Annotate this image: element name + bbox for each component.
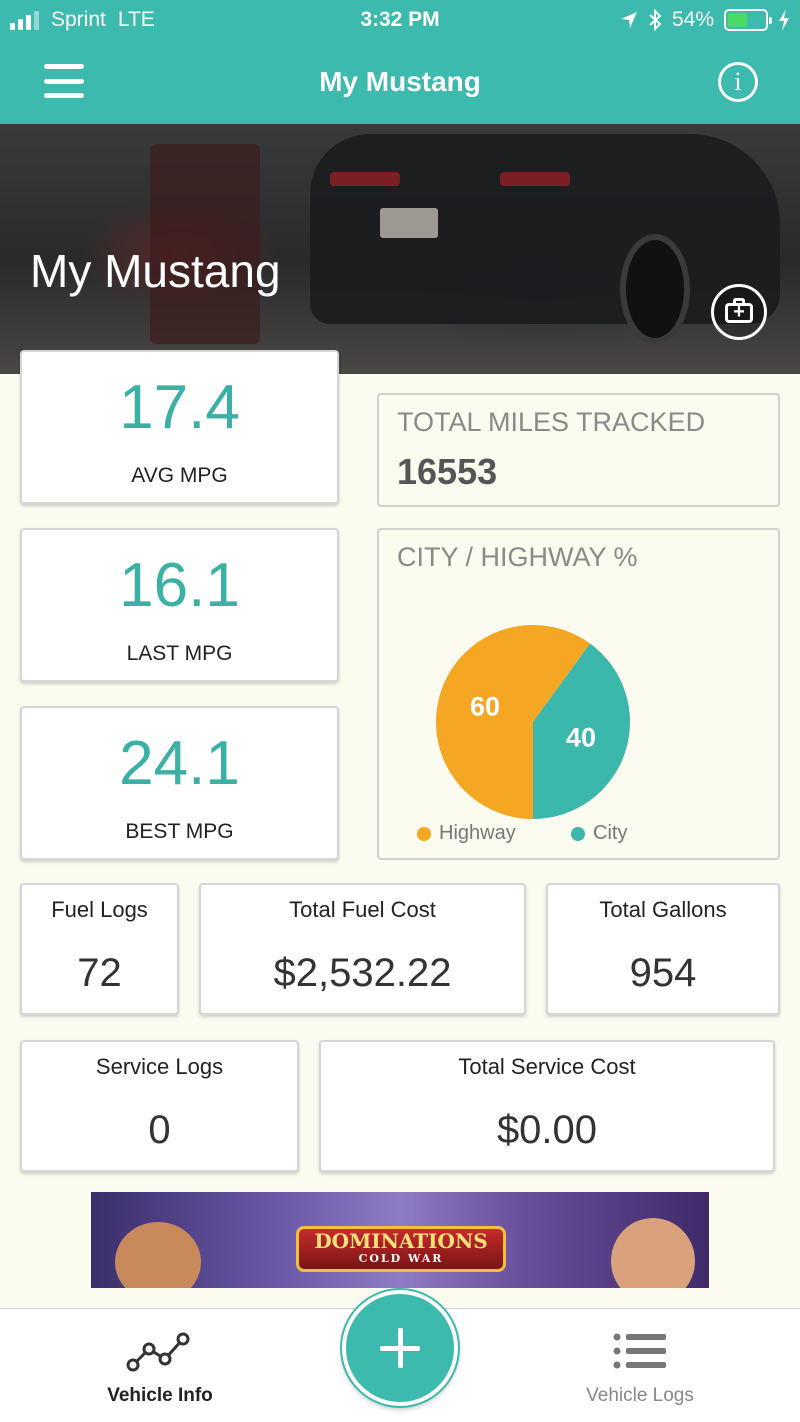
pie-slice-city	[533, 643, 630, 819]
signal-strength-icon	[10, 10, 39, 30]
tab-vehicle-logs-label: Vehicle Logs	[586, 1385, 694, 1406]
license-plate-graphic	[380, 208, 438, 238]
tail-light-graphic	[330, 172, 400, 186]
legend-highway: Highway	[417, 822, 516, 845]
location-icon	[620, 12, 637, 28]
list-icon	[613, 1333, 666, 1369]
ad-banner[interactable]: DOMINATIONS COLD WAR	[91, 1192, 709, 1288]
page-title: My Mustang	[319, 66, 481, 97]
last-mpg-label: LAST MPG	[126, 642, 233, 665]
battery-percent: 54%	[671, 8, 714, 31]
battery-icon	[724, 9, 772, 31]
camera-add-icon[interactable]: +	[711, 284, 767, 340]
vehicle-photo: My Mustang +	[0, 124, 800, 374]
avg-mpg-value: 17.4	[119, 373, 240, 442]
total-miles-label: TOTAL MILES TRACKED	[397, 407, 706, 437]
fuel-logs-label: Fuel Logs	[51, 897, 148, 922]
legend-city: City	[571, 822, 627, 845]
tab-vehicle-logs[interactable]: Vehicle Logs	[530, 1309, 750, 1422]
carrier-name: Sprint	[51, 8, 106, 31]
pie-chart: 60 40	[435, 625, 630, 819]
service-logs-card[interactable]: Service Logs 0	[20, 1040, 299, 1172]
last-mpg-value: 16.1	[119, 551, 240, 620]
total-fuel-cost-label: Total Fuel Cost	[289, 897, 436, 922]
pie-label-city: 40	[566, 723, 596, 753]
best-mpg-value: 24.1	[119, 729, 240, 798]
wheel-graphic	[620, 234, 690, 344]
fuel-pump-graphic	[150, 144, 260, 344]
best-mpg-label: BEST MPG	[125, 820, 234, 843]
chart-title: CITY / HIGHWAY %	[397, 542, 638, 572]
ad-logo: DOMINATIONS COLD WAR	[296, 1226, 506, 1272]
service-logs-value: 0	[148, 1108, 171, 1152]
legend-label-highway: Highway	[439, 822, 516, 844]
total-service-cost-label: Total Service Cost	[458, 1054, 636, 1079]
fuel-logs-card[interactable]: Fuel Logs 72	[20, 883, 179, 1015]
legend-dot-city	[571, 826, 585, 841]
best-mpg-card: 24.1 BEST MPG	[20, 706, 339, 860]
total-gallons-value: 954	[629, 951, 697, 995]
total-gallons-label: Total Gallons	[599, 897, 727, 922]
ad-character-graphic	[611, 1218, 695, 1288]
hamburger-icon[interactable]	[44, 64, 84, 98]
last-mpg-card: 16.1 LAST MPG	[20, 528, 339, 682]
add-log-button[interactable]	[342, 1290, 458, 1406]
avg-mpg-card: 17.4 AVG MPG	[20, 350, 339, 504]
charging-icon	[779, 9, 789, 31]
status-bar: Sprint LTE 3:32 PM 54%	[0, 0, 800, 40]
status-time: 3:32 PM	[360, 8, 440, 31]
status-left: Sprint LTE	[10, 8, 155, 32]
nav-bar: My Mustang i	[0, 40, 800, 124]
city-highway-panel: CITY / HIGHWAY % 60 40 Highway City	[377, 528, 780, 860]
avg-mpg-label: AVG MPG	[131, 464, 228, 487]
tab-vehicle-info-label: Vehicle Info	[107, 1385, 213, 1406]
total-fuel-cost-value: $2,532.22	[273, 951, 452, 995]
ad-title: DOMINATIONS	[314, 1229, 488, 1253]
ad-subtitle: COLD WAR	[358, 1252, 444, 1265]
network-type: LTE	[117, 8, 155, 31]
total-miles-value: 16553	[397, 451, 498, 492]
info-icon[interactable]: i	[718, 62, 758, 102]
tail-light-graphic	[500, 172, 570, 186]
service-logs-label: Service Logs	[95, 1054, 224, 1079]
vehicle-name: My Mustang	[30, 245, 281, 297]
total-service-cost-card: Total Service Cost $0.00	[319, 1040, 775, 1172]
legend-label-city: City	[593, 822, 628, 844]
total-miles-panel: TOTAL MILES TRACKED 16553	[377, 393, 780, 507]
line-chart-icon	[126, 1332, 190, 1372]
ad-character-graphic	[115, 1222, 201, 1288]
legend-dot-highway	[417, 826, 431, 841]
pie-label-highway: 60	[470, 691, 500, 721]
bluetooth-icon	[649, 9, 662, 31]
total-gallons-card: Total Gallons 954	[546, 883, 780, 1015]
total-fuel-cost-card: Total Fuel Cost $2,532.22	[199, 883, 526, 1015]
total-service-cost-value: $0.00	[496, 1108, 598, 1152]
pie-slice-highway	[435, 625, 591, 819]
status-right: 54%	[620, 8, 790, 32]
tab-vehicle-info[interactable]: Vehicle Info	[50, 1309, 270, 1422]
fuel-logs-value: 72	[77, 951, 122, 995]
